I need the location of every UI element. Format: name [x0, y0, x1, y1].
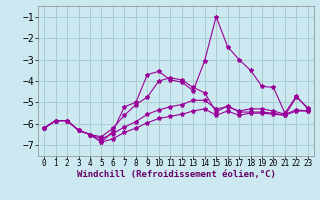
X-axis label: Windchill (Refroidissement éolien,°C): Windchill (Refroidissement éolien,°C) — [76, 170, 276, 179]
